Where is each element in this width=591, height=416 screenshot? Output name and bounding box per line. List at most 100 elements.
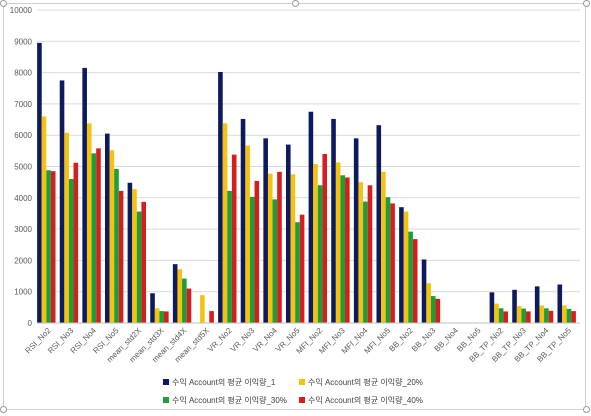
bar	[96, 148, 101, 323]
bar	[345, 177, 350, 323]
resize-handle-top-center[interactable]	[292, 0, 299, 7]
bar	[494, 303, 499, 323]
legend-swatch	[163, 379, 169, 385]
bar	[73, 162, 79, 323]
bar	[182, 278, 187, 323]
bar	[299, 214, 305, 323]
bar	[335, 162, 341, 323]
bar	[37, 42, 42, 324]
bar	[164, 311, 169, 323]
bar	[381, 171, 386, 323]
y-tick-label: 0	[28, 319, 33, 328]
bar	[426, 283, 431, 323]
resize-handle-top-left[interactable]	[0, 0, 7, 7]
bar	[186, 288, 192, 323]
bar	[50, 171, 56, 323]
bar	[172, 264, 178, 323]
resize-handle-bottom-right[interactable]	[583, 406, 590, 413]
bar	[118, 190, 124, 323]
bar	[295, 222, 300, 323]
y-tick-label: 4000	[14, 194, 32, 203]
bar	[331, 118, 336, 323]
bar	[240, 118, 246, 323]
bar	[150, 293, 155, 323]
y-tick-label: 8000	[14, 69, 32, 78]
bar	[539, 305, 545, 323]
bar	[114, 169, 119, 323]
bar	[571, 311, 576, 323]
bar	[159, 311, 165, 323]
bar	[503, 311, 509, 323]
bar	[566, 308, 572, 323]
bar	[412, 239, 418, 323]
bar	[277, 171, 282, 323]
bar	[403, 211, 409, 323]
y-tick-label: 3000	[14, 225, 32, 234]
bar	[285, 144, 291, 323]
bar	[64, 132, 69, 323]
bar	[408, 231, 413, 323]
bar	[489, 292, 495, 323]
bar	[68, 179, 74, 323]
bar	[526, 311, 531, 323]
bar	[358, 182, 364, 323]
legend-label: 수익 Account의 평균 이익량_20%	[308, 377, 423, 387]
bar	[263, 138, 268, 323]
bar	[399, 207, 404, 323]
x-axis: RSI_No2RSI_No3RSI_No4RSI_No5mean_std2Xme…	[23, 322, 580, 364]
bar	[534, 286, 540, 323]
bar	[435, 298, 441, 323]
bar	[498, 308, 504, 323]
bar	[154, 308, 160, 323]
bar	[218, 71, 223, 323]
legend-swatch	[163, 397, 169, 403]
bar	[200, 295, 205, 323]
y-tick-label: 9000	[14, 37, 32, 46]
y-tick-label: 5000	[14, 163, 32, 172]
bar	[177, 269, 183, 323]
bar	[313, 163, 318, 323]
bar	[317, 185, 323, 323]
bar	[141, 201, 147, 323]
legend-label: 수익 Account의 평균 이익량_40%	[308, 395, 423, 405]
bar	[548, 310, 554, 323]
bar	[353, 138, 359, 323]
bar	[390, 203, 395, 323]
bar	[544, 308, 549, 323]
bar	[109, 150, 115, 323]
bar	[59, 80, 65, 323]
bar	[267, 173, 273, 323]
bar	[376, 125, 382, 324]
y-tick-label: 2000	[14, 256, 32, 265]
bar	[91, 153, 97, 323]
bar	[222, 123, 228, 323]
resize-handle-bottom-left[interactable]	[0, 406, 7, 413]
bar	[430, 296, 436, 323]
bar	[136, 211, 142, 323]
y-axis: 0 1000 2000 3000 4000 5000 6000 7000 8000 9000 100…	[10, 6, 33, 328]
resize-handle-top-right[interactable]	[583, 0, 590, 7]
legend-label: 수익 Account의 평균 이익량_30%	[172, 395, 287, 405]
bar	[308, 111, 314, 323]
bar	[132, 189, 137, 323]
bar	[46, 170, 51, 323]
bar	[254, 180, 260, 323]
y-tick-label: 1000	[14, 288, 32, 297]
bar	[557, 284, 563, 323]
y-tick-label: 6000	[14, 131, 32, 140]
bar	[516, 306, 522, 323]
y-tick-label: 7000	[14, 100, 32, 109]
bar	[512, 289, 517, 323]
bar	[127, 182, 133, 323]
bar	[231, 154, 237, 323]
bar	[363, 201, 368, 323]
bar	[421, 259, 427, 323]
legend-swatch	[299, 379, 305, 385]
bar	[104, 133, 110, 323]
bar	[385, 197, 391, 323]
bar	[227, 190, 232, 323]
bar	[249, 196, 255, 323]
legend-label: 수익 Account의 평균 이익량_1	[172, 377, 276, 387]
legend: 수익 Account의 평균 이익량_1 수익 Account의 평균 이익량_2…	[163, 377, 423, 405]
